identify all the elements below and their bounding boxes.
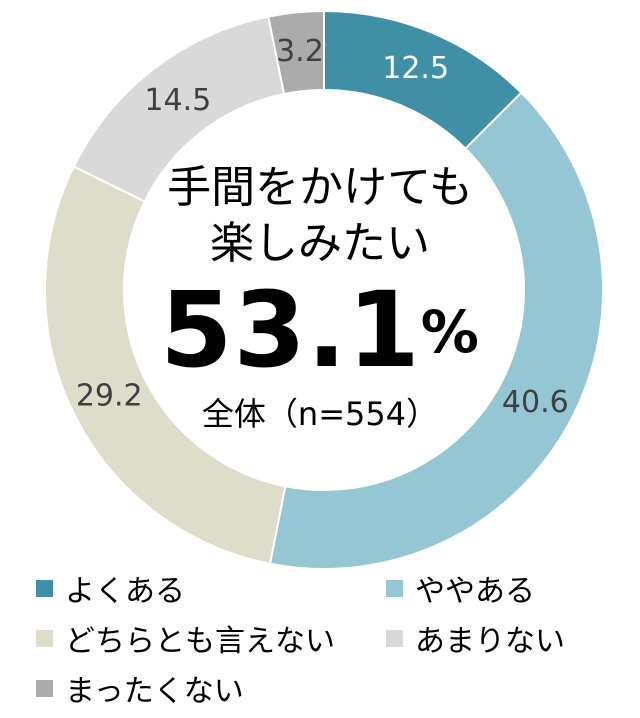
legend-label: あまりない bbox=[415, 624, 565, 659]
legend-label: よくある bbox=[65, 574, 185, 609]
legend-swatch bbox=[386, 579, 403, 597]
legend-swatch bbox=[36, 579, 53, 597]
donut-segment bbox=[268, 91, 604, 570]
legend-swatch bbox=[36, 679, 53, 697]
data-label: 29.2 bbox=[76, 379, 143, 414]
data-label: 40.6 bbox=[502, 385, 569, 420]
donut-segment bbox=[44, 165, 287, 565]
center-subtitle: 全体（n=554） bbox=[201, 395, 439, 433]
center-value: 53.1% bbox=[0, 278, 640, 382]
center-title: 手間をかけても 楽しみたい bbox=[0, 160, 640, 272]
center-title-line2: 楽しみたい bbox=[210, 218, 430, 269]
donut-segment bbox=[267, 9, 325, 96]
legend-item-dochira-tomo: どちらとも言えない bbox=[36, 618, 335, 659]
legend-label: ややある bbox=[415, 574, 535, 609]
legend-label: まったくない bbox=[65, 674, 244, 709]
legend-item-mattaku-nai: まったくない bbox=[36, 668, 244, 709]
center-title-line1: 手間をかけても bbox=[167, 162, 473, 213]
donut-chart: 12.5 40.6 29.2 14.5 3.2 bbox=[44, 9, 604, 570]
legend-item-amari-nai: あまりない bbox=[386, 618, 565, 659]
legend-label: どちらとも言えない bbox=[65, 624, 335, 659]
center-value-unit: % bbox=[420, 298, 480, 366]
legend-item-yaya-aru: ややある bbox=[386, 568, 535, 609]
data-label: 12.5 bbox=[382, 51, 449, 86]
data-label: 14.5 bbox=[144, 83, 211, 118]
center-value-number: 53.1 bbox=[160, 269, 421, 391]
legend-swatch bbox=[386, 629, 403, 647]
legend-item-yoku-aru: よくある bbox=[36, 568, 185, 609]
legend: よくある ややある どちらとも言えない あまりない まったくない bbox=[0, 568, 640, 718]
legend-swatch bbox=[36, 629, 53, 647]
data-label: 3.2 bbox=[276, 34, 324, 69]
